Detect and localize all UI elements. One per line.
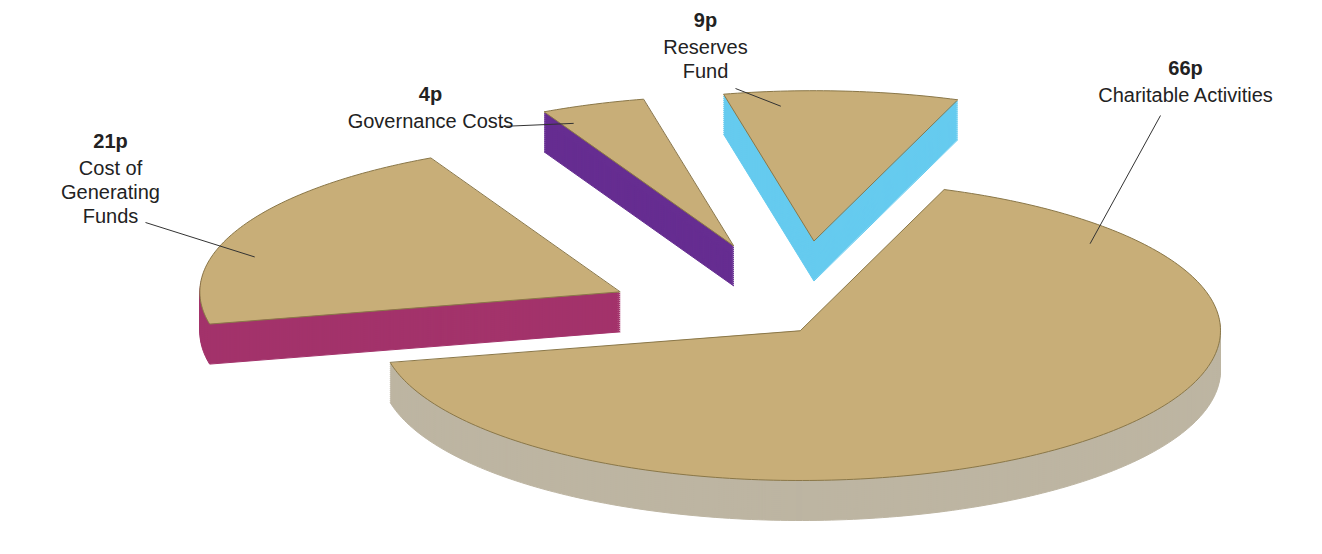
svg-text:9p: 9p: [694, 9, 717, 31]
svg-text:4p: 4p: [419, 83, 442, 105]
svg-text:Cost ofGeneratingFunds: Cost ofGeneratingFunds: [61, 157, 160, 227]
svg-text:66p: 66p: [1168, 57, 1202, 79]
svg-text:ReservesFund: ReservesFund: [663, 36, 747, 82]
svg-text:Charitable Activities: Charitable Activities: [1098, 84, 1273, 106]
svg-text:Governance Costs: Governance Costs: [348, 110, 514, 132]
svg-text:21p: 21p: [93, 130, 127, 152]
